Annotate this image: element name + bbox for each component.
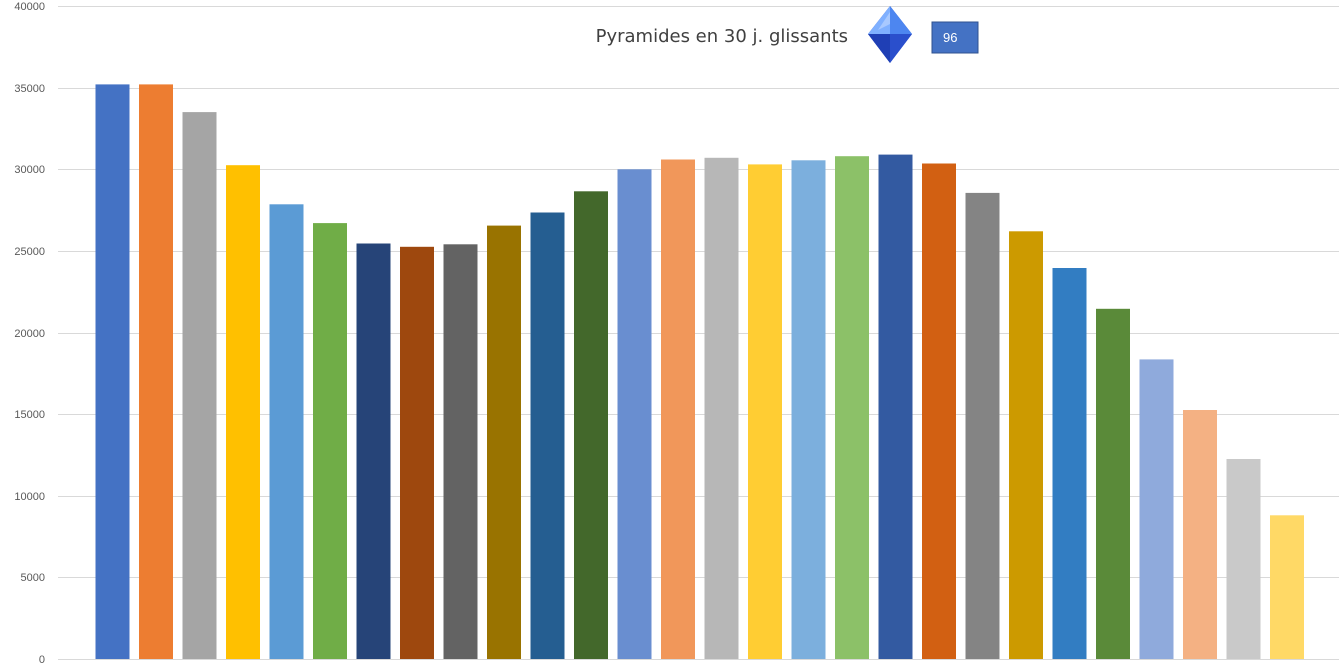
bar: [1226, 459, 1261, 659]
bar: [791, 160, 826, 660]
bar: [1052, 268, 1087, 659]
y-tick-label: 10000: [14, 491, 45, 503]
bar: [878, 154, 913, 659]
bars: [95, 84, 1304, 660]
bar: [182, 112, 217, 660]
bar: [965, 192, 1000, 659]
bar: [1096, 308, 1130, 659]
count-badge: 96: [931, 21, 979, 54]
bar: [748, 164, 782, 659]
bar: [835, 156, 869, 659]
y-tick-label: 15000: [14, 409, 45, 421]
blue-diamond-icon: [868, 6, 912, 63]
bar: [443, 244, 478, 660]
bar: [139, 84, 173, 659]
bar: [1270, 515, 1304, 659]
y-tick-label: 30000: [14, 164, 45, 176]
bar: [95, 84, 130, 659]
chart-title: Pyramides en 30 j. glissants: [596, 26, 848, 47]
bar: [1183, 410, 1217, 659]
y-tick-label: 40000: [14, 1, 45, 13]
y-tick-label: 25000: [14, 246, 45, 258]
bar: [313, 223, 347, 659]
bar: [617, 169, 652, 660]
bar: [574, 191, 608, 660]
bar: [226, 165, 260, 659]
bar: [400, 246, 434, 660]
y-axis-tick-labels: 0 5000 10000 15000 20000 25000 30000 35000 40000: [14, 1, 45, 666]
bar: [704, 157, 739, 660]
bar: [661, 159, 695, 659]
y-tick-label: 0: [39, 654, 45, 666]
bar: [356, 243, 391, 659]
bar: [487, 225, 521, 659]
bar: [922, 163, 956, 659]
y-tick-label: 20000: [14, 328, 45, 340]
bar: [269, 204, 304, 660]
y-tick-label: 35000: [14, 83, 45, 95]
bar: [530, 212, 565, 659]
bar: [1009, 231, 1043, 660]
bar: [1139, 359, 1174, 659]
count-badge-value: 96: [943, 30, 957, 45]
y-tick-label: 5000: [21, 572, 45, 584]
